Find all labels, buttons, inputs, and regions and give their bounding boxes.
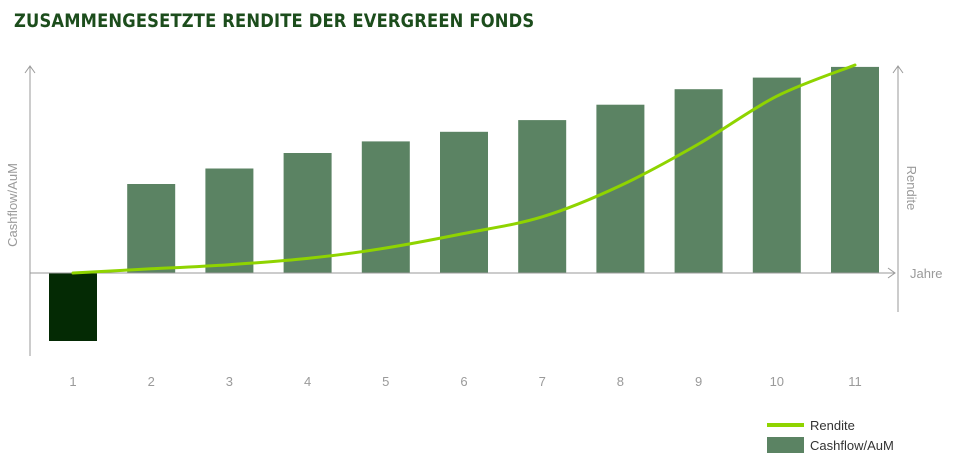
x-tick-label: 3 (226, 374, 233, 389)
bars-group (49, 66, 879, 341)
legend-swatch-line (767, 423, 804, 427)
bar-4 (283, 153, 332, 273)
bar-9 (674, 89, 723, 273)
legend-label-rendite: Rendite (810, 417, 855, 433)
bar-3 (205, 168, 254, 273)
legend-item-rendite: Rendite (767, 415, 894, 435)
bar-5 (361, 141, 410, 273)
y2-axis-label: Rendite (904, 166, 919, 211)
chart-title: ZUSAMMENGESETZTE RENDITE DER EVERGREEN F… (14, 10, 535, 32)
y-axis-arrow-icon (24, 65, 36, 74)
x-tick-label: 6 (460, 374, 467, 389)
bar-7 (518, 120, 567, 273)
x-tick-label: 4 (304, 374, 311, 389)
x-tick-label: 9 (695, 374, 702, 389)
x-tick-label: 7 (539, 374, 546, 389)
y-axis-label: Cashflow/AuM (5, 163, 20, 247)
x-tick-label: 11 (848, 374, 862, 389)
bar-10 (752, 77, 801, 273)
bar-2 (127, 184, 176, 273)
x-tick-label: 8 (617, 374, 624, 389)
legend-swatch-bar (767, 437, 804, 453)
bar-11 (831, 66, 879, 274)
tick-labels-group: 1 2 3 4 5 6 7 8 9 10 11 (69, 374, 861, 389)
bar-8 (596, 104, 645, 273)
x-axis-arrow-icon (887, 267, 896, 279)
legend: Rendite Cashflow/AuM (767, 415, 894, 455)
legend-item-cashflow: Cashflow/AuM (767, 435, 894, 455)
series-line-rendite (71, 63, 857, 275)
axes-group (24, 65, 904, 356)
bar-1 (49, 273, 97, 341)
x-axis-label: Jahre (910, 266, 943, 281)
x-tick-label: 10 (770, 374, 784, 389)
legend-label-cashflow: Cashflow/AuM (810, 437, 894, 453)
bar-6 (440, 131, 488, 273)
x-tick-label: 1 (69, 374, 76, 389)
x-tick-label: 5 (382, 374, 389, 389)
y2-axis-arrow-icon (892, 65, 904, 74)
x-tick-label: 2 (148, 374, 155, 389)
